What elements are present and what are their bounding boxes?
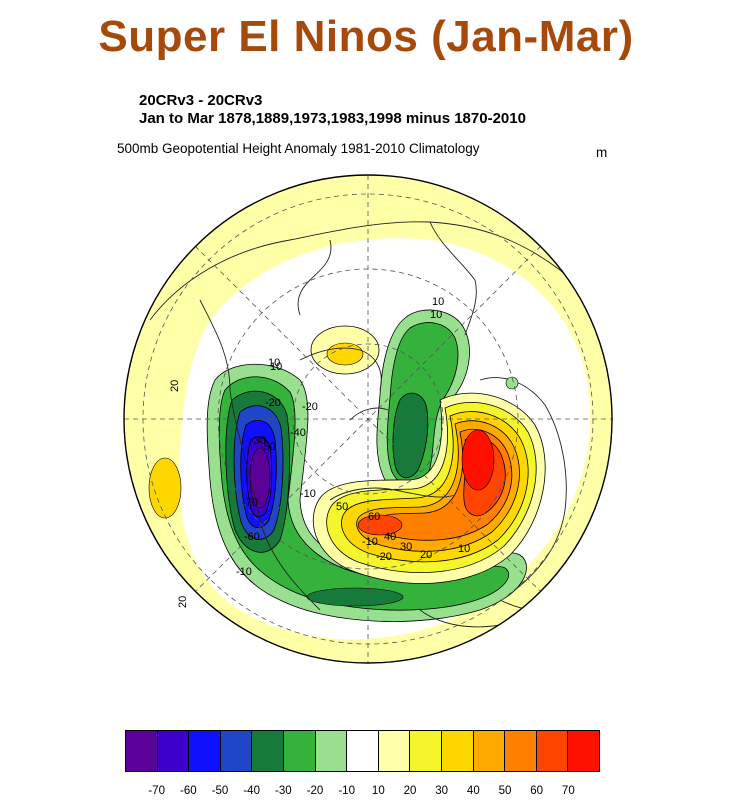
colorbar-tick-label: -40 — [243, 785, 260, 797]
map-outline — [123, 174, 613, 664]
contour-label: 60 — [368, 511, 380, 523]
contour-label: -50 — [260, 441, 276, 453]
polar-tongue-30 — [392, 392, 429, 479]
colorbar-swatch — [378, 731, 411, 771]
contour-label: 20 — [169, 380, 181, 392]
colorbar-tick-label: -70 — [148, 785, 165, 797]
contour-label: -20 — [376, 551, 392, 563]
colorbar-swatch — [473, 731, 506, 771]
coastlines — [149, 221, 611, 628]
polar-map: 20 20 10 10 10 -10 -20 -30 -40 -50 -60 -… — [123, 174, 613, 664]
contour-label: 10 — [268, 357, 280, 369]
colorbar-swatch — [283, 731, 316, 771]
colorbar-swatch — [441, 731, 474, 771]
contour-label: -20 — [265, 397, 281, 409]
contour-label: 30 — [400, 541, 412, 553]
colorbar-tick-label: 60 — [530, 785, 544, 797]
contour-label: 10 — [458, 543, 470, 555]
contour-label: 10 — [432, 296, 444, 308]
variable-label: 500mb Geopotential Height Anomaly 1981-2… — [117, 141, 480, 156]
contour-label: -10 — [236, 566, 252, 578]
contour-label: -60 — [244, 531, 260, 543]
contour-label: -30 — [250, 435, 266, 447]
colorbar-tick-label: -10 — [338, 785, 355, 797]
colorbar-tick-label: 10 — [371, 785, 385, 797]
edge-positive-patch — [148, 457, 182, 519]
colorbar-swatch — [220, 731, 253, 771]
positive-pocket-core — [326, 342, 364, 366]
colorbar-swatch — [252, 731, 284, 771]
colorbar-tick-label: -30 — [275, 785, 292, 797]
dataset-subtitle: 20CRv3 - 20CRv3 — [139, 92, 263, 109]
colorbar-swatch — [315, 731, 348, 771]
page-title: Super El Ninos (Jan-Mar) — [98, 12, 634, 61]
colorbar-tick-label: 50 — [498, 785, 512, 797]
negative-core-south — [306, 587, 404, 607]
high-70-core — [461, 429, 495, 491]
contour-label: -70 — [242, 497, 258, 509]
contour-label: 50 — [336, 501, 348, 513]
colorbar-swatch — [126, 731, 158, 771]
contour-label: 20 — [177, 596, 189, 608]
high-60-south-core — [357, 514, 403, 536]
contour-label: -40 — [290, 427, 306, 439]
colorbar — [125, 730, 600, 772]
colorbar-swatch — [536, 731, 569, 771]
colorbar-tick-label: 70 — [561, 785, 575, 797]
contour-label: 20 — [420, 549, 432, 561]
contour-label: -20 — [302, 401, 318, 413]
colorbar-tick-label: 40 — [466, 785, 480, 797]
colorbar-swatch — [347, 731, 379, 771]
colorbar-swatch — [410, 731, 442, 771]
colorbar-swatch — [157, 731, 190, 771]
colorbar-tick-label: 20 — [403, 785, 417, 797]
contour-label: -10 — [300, 488, 316, 500]
units-label: m — [596, 145, 608, 160]
colorbar-swatch — [568, 731, 599, 771]
contour-label: 40 — [384, 531, 396, 543]
contour-label: 10 — [430, 309, 442, 321]
colorbar-tick-label: -60 — [180, 785, 197, 797]
latlon-grid — [124, 175, 612, 663]
negative-arc-20 — [218, 376, 510, 611]
contour-label: 10 — [270, 361, 282, 373]
colorbar-swatch — [189, 731, 221, 771]
contour-label: -10 — [362, 536, 378, 548]
colorbar-tick-label: -20 — [306, 785, 324, 797]
colorbar-tick-label: 30 — [435, 785, 449, 797]
colorbar-tick-label: -50 — [211, 785, 229, 797]
period-subtitle: Jan to Mar 1878,1889,1973,1983,1998 minu… — [139, 110, 526, 127]
colorbar-swatch — [505, 731, 537, 771]
island-marker — [505, 376, 519, 390]
